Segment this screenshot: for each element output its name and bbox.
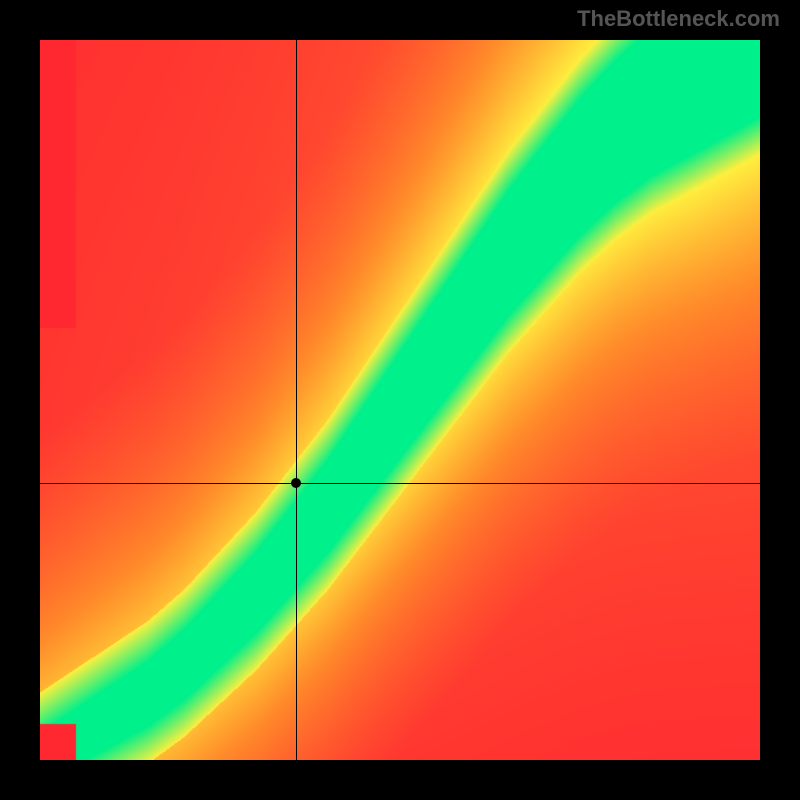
crosshair-vertical — [296, 40, 297, 760]
crosshair-horizontal — [40, 483, 760, 484]
plot-area — [40, 40, 760, 760]
watermark-text: TheBottleneck.com — [577, 6, 780, 32]
marker-dot — [291, 478, 301, 488]
chart-container: TheBottleneck.com — [0, 0, 800, 800]
heatmap-canvas — [40, 40, 760, 760]
